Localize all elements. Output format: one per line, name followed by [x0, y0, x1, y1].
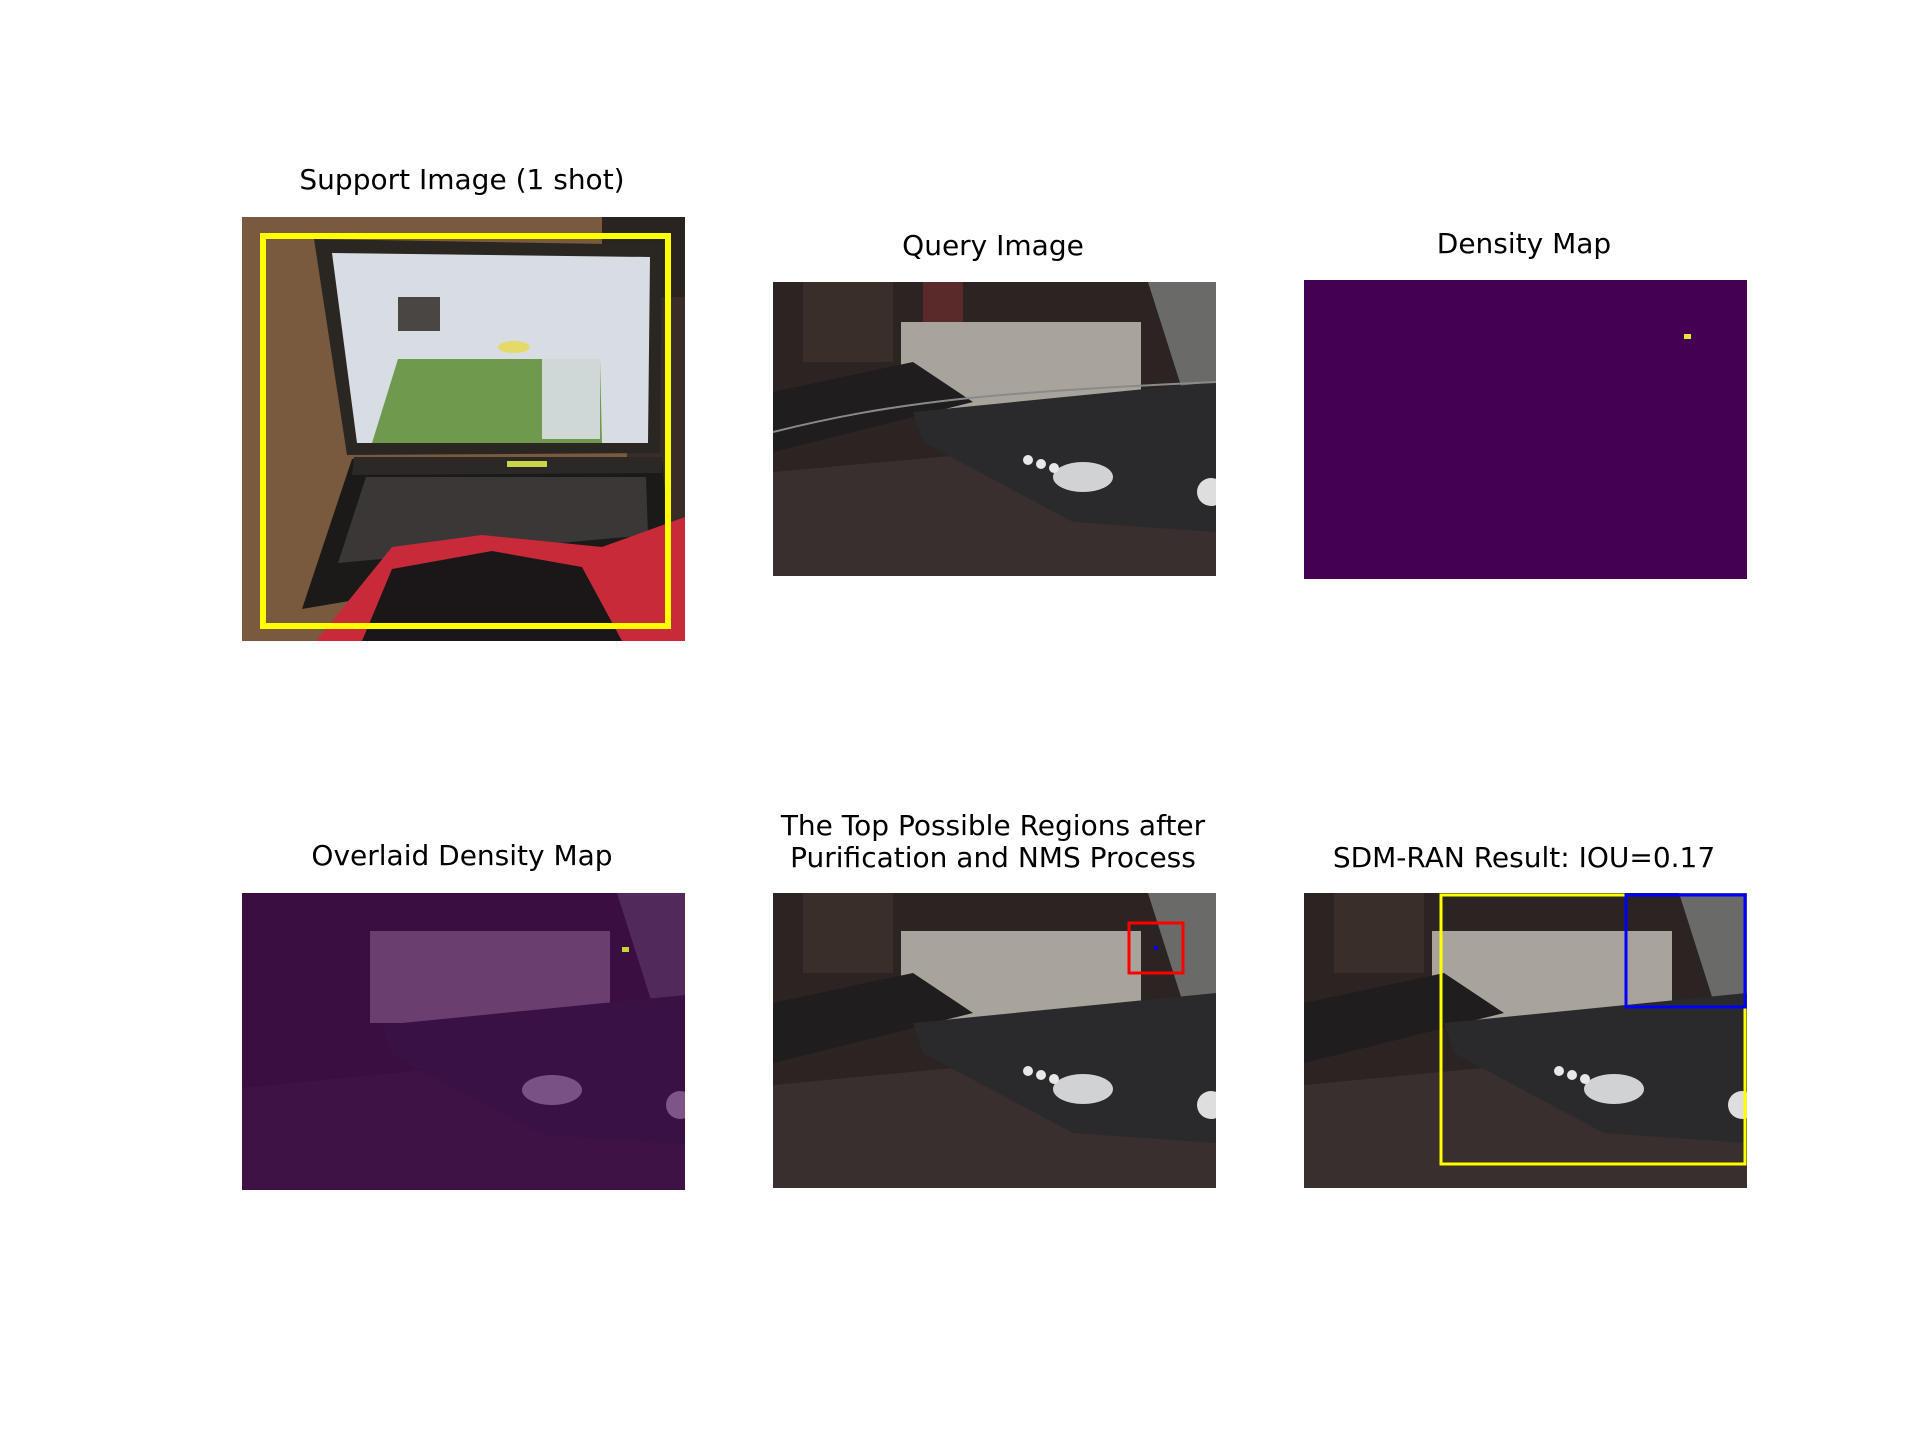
density-map-title: Density Map [1436, 227, 1612, 260]
sdm-ran-result-image [1304, 893, 1747, 1188]
sdm-ran-result-panel [1304, 893, 1747, 1188]
density-map-panel [1304, 280, 1747, 579]
density-map-heatmap [1304, 280, 1747, 579]
top-regions-image [773, 893, 1216, 1188]
ground-truth-box [1439, 893, 1747, 1166]
prediction-box [1624, 893, 1747, 1009]
sdm-ran-result-title: SDM-RAN Result: IOU=0.17 [1332, 841, 1716, 874]
top-regions-panel [773, 893, 1216, 1188]
support-laptop-image [242, 217, 685, 641]
overlaid-density-map-title: Overlaid Density Map [311, 839, 613, 872]
top-regions-title-line-2: Purification and NMS Process [790, 841, 1196, 874]
top-regions-title-line-1: The Top Possible Regions after [780, 809, 1206, 842]
support-image-title: Support Image (1 shot) [299, 163, 625, 196]
query-image-panel [773, 282, 1216, 576]
query-laptop-image [773, 282, 1216, 576]
query-image-title: Query Image [902, 229, 1084, 262]
overlaid-density-map-panel [242, 893, 685, 1190]
overlaid-density-image [242, 893, 685, 1190]
density-peak-marker [1684, 334, 1691, 339]
candidate-region-box [1127, 921, 1185, 975]
candidate-center-point [1154, 946, 1158, 950]
support-image-panel [242, 217, 685, 641]
